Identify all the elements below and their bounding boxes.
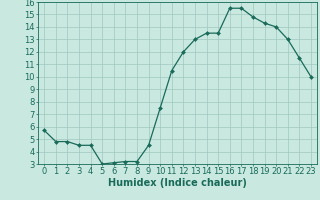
X-axis label: Humidex (Indice chaleur): Humidex (Indice chaleur)	[108, 178, 247, 188]
